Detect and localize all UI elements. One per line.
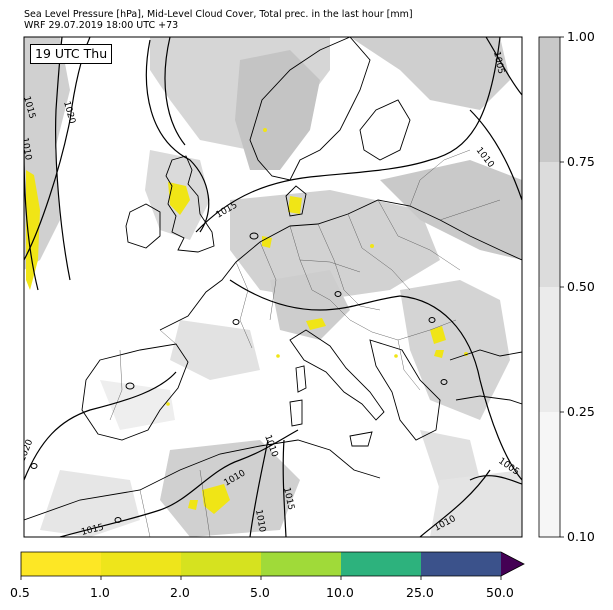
- cloud-tick-label: 1.00: [567, 29, 595, 44]
- cloud-cover-colorbar: [538, 36, 564, 538]
- precip-bin-2-5: [181, 552, 261, 576]
- precip-tick-label: 1.0: [90, 585, 110, 600]
- precip-bin-1-2: [101, 552, 181, 576]
- precip-tick-label: 0.5: [10, 585, 30, 600]
- cloud-tick-label: 0.50: [567, 279, 595, 294]
- model-run-subtitle: WRF 29.07.2019 18:00 UTC +73: [24, 20, 179, 31]
- isobar-label: 1010: [19, 137, 33, 162]
- cloud-bin-10-25: [539, 412, 560, 537]
- isobar-label: 1015: [80, 523, 105, 538]
- precip-tick-label: 50.0: [486, 585, 514, 600]
- precip-bin-10-25: [341, 552, 421, 576]
- pressure-centres: [30, 232, 448, 523]
- map-title: Sea Level Pressure [hPa], Mid-Level Clou…: [24, 9, 413, 20]
- cloud-bin-50-75: [539, 162, 560, 287]
- isobar-label: 1020: [18, 438, 36, 463]
- precip-bin-5-10: [261, 552, 341, 576]
- precip-bin-0.5-1: [21, 552, 101, 576]
- cloud-bin-75-100: [539, 37, 560, 162]
- map-frame: [23, 36, 523, 538]
- precip-tick-label: 10.0: [326, 585, 354, 600]
- cloud-tick-label: 0.25: [567, 404, 595, 419]
- cloud-tick-label: 0.75: [567, 154, 595, 169]
- precip-tick-label: 2.0: [170, 585, 190, 600]
- precip-colorbar: [20, 551, 525, 580]
- precip-tick-label: 25.0: [406, 585, 434, 600]
- country-borders: [109, 149, 501, 537]
- valid-time-label: 19 UTC Thu: [30, 44, 113, 64]
- isobar-label: 1005: [491, 51, 506, 75]
- precip-bin-25-50: [421, 552, 501, 576]
- isobar-label: 1015: [281, 487, 296, 511]
- cloud-tick-label: 0.10: [567, 529, 595, 544]
- isobar-label-group: 1015 1020 1010 1005 1010 1015 1020 1010 …: [18, 51, 521, 538]
- precip-extend-arrow: [501, 552, 524, 576]
- isobar-label: 1010: [253, 509, 267, 534]
- precip-tick-label: 5.0: [250, 585, 270, 600]
- cloud-bin-25-50: [539, 287, 560, 412]
- precipitation-layer: [26, 128, 468, 514]
